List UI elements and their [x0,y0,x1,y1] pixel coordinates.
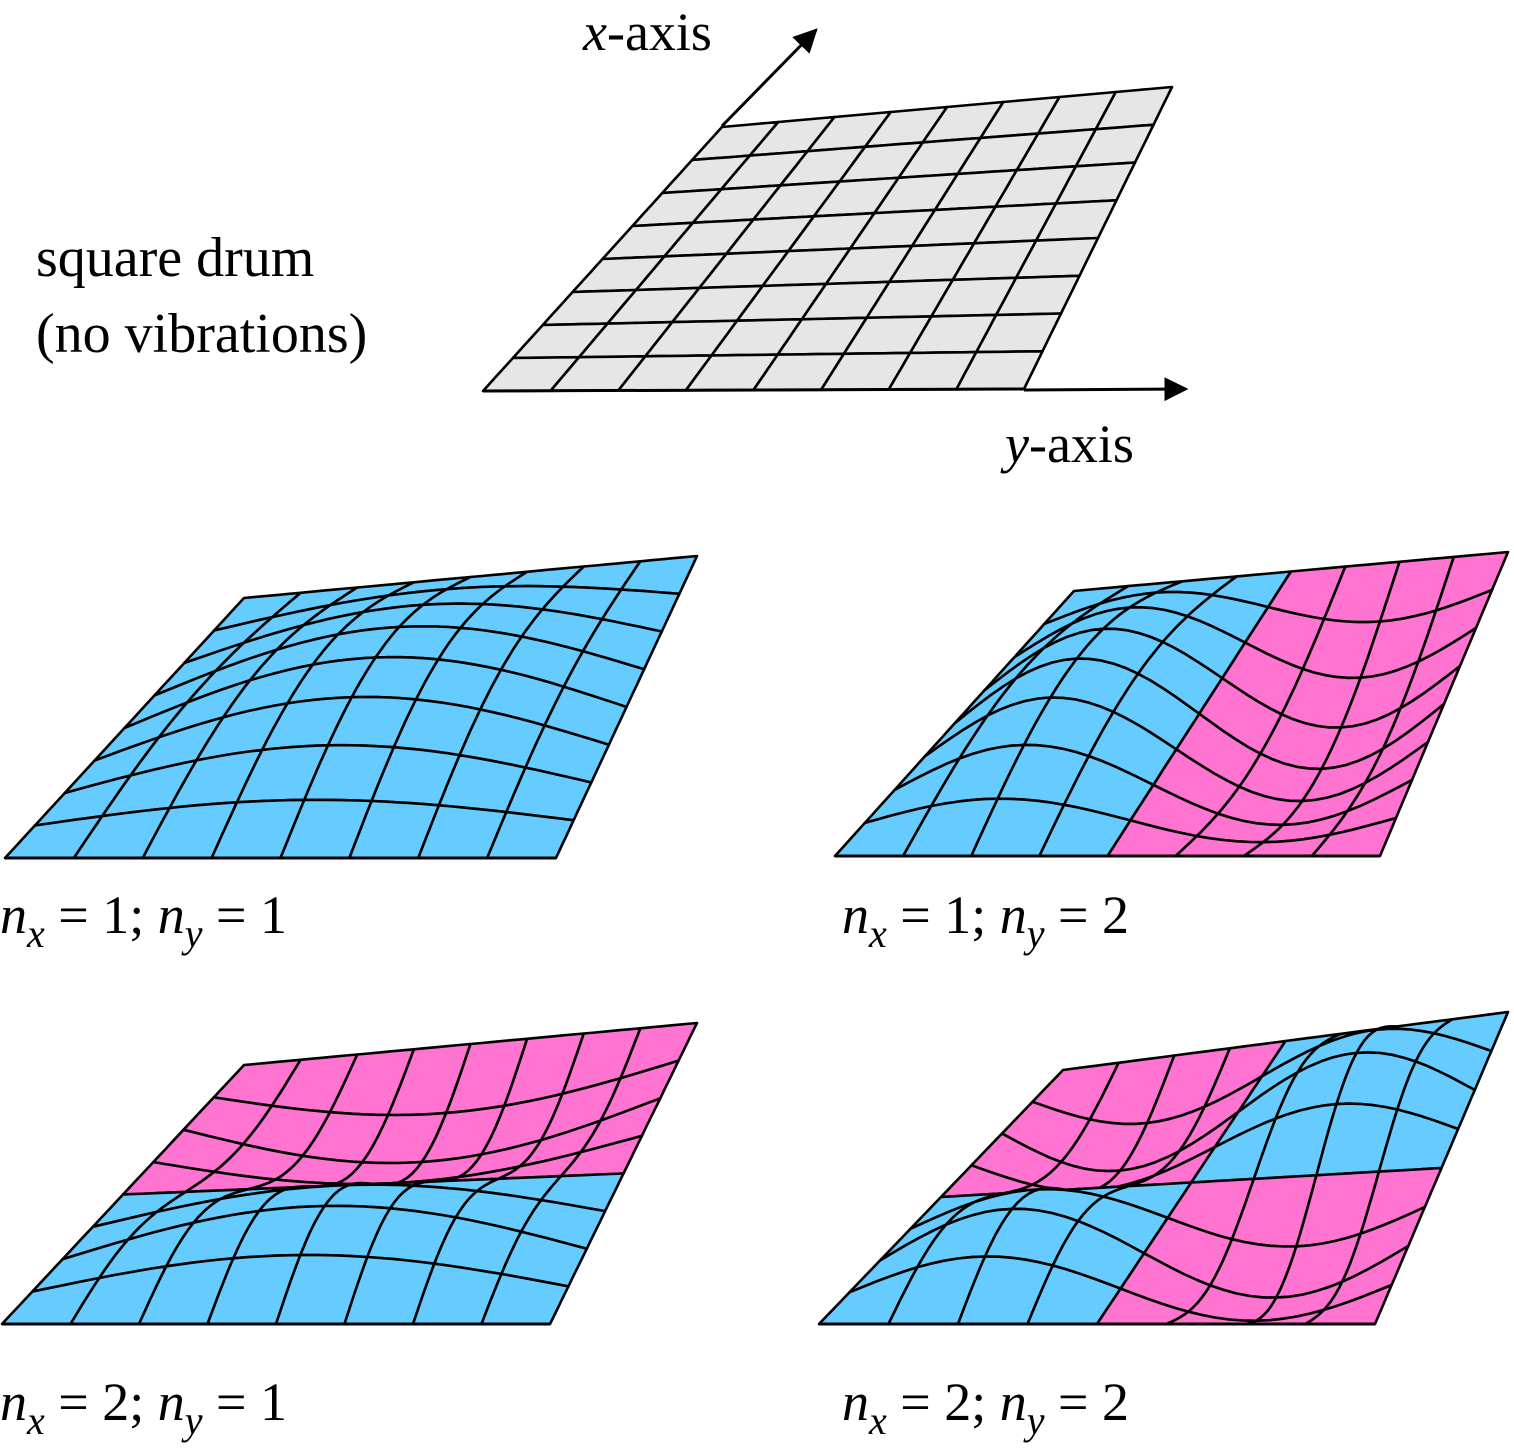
x-axis-arrow [720,28,818,128]
drum-subtitle: (no vibrations) [36,303,367,365]
y-axis-arrow [1023,377,1189,402]
mode-panel-2-2: nx = 2; ny = 2 [817,1010,1510,1443]
drum-title-line1: square drum [36,227,314,289]
flat-drum-near-edge [482,387,1025,393]
drum-title-line2: (no vibrations) [36,303,367,365]
y-axis-label: y-axis [1000,414,1134,474]
mode-panel-1-2: nx = 1; ny = 2 [833,550,1510,956]
mode-label-1-2: nx = 1; ny = 2 [842,885,1129,956]
mode-label-2-2: nx = 2; ny = 2 [842,1372,1129,1443]
mode-label-2-1: nx = 2; ny = 1 [0,1372,287,1443]
mode-2-2-surface [817,1010,1510,1326]
flat-drum: x-axis y-axis square drum (no vibrations… [36,2,1189,474]
mode-2-1-surface [0,1021,699,1326]
x-axis-label: x-axis [582,2,712,62]
drum-title: square drum [36,227,314,289]
mode-label-1-1: nx = 1; ny = 1 [0,885,287,956]
mode-panel-1-1: nx = 1; ny = 1 [0,554,699,956]
mode-panel-2-1: nx = 2; ny = 1 [0,1021,699,1443]
mode-1-1-surface [3,554,699,860]
mode-1-2-surface [833,550,1510,858]
flat-drum-surface [481,85,1174,393]
